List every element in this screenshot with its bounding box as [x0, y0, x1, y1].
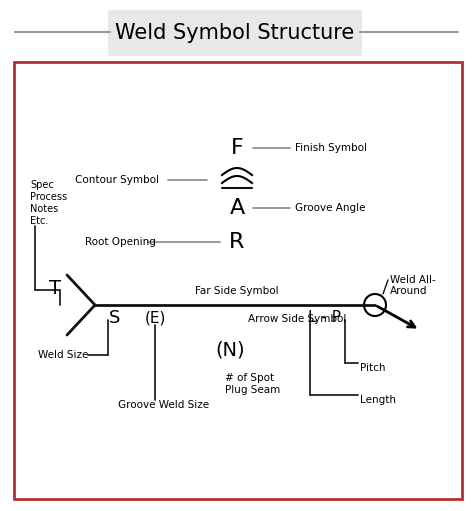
Text: (N): (N) — [215, 340, 245, 360]
Text: # of Spot: # of Spot — [225, 373, 274, 383]
Text: A: A — [229, 198, 245, 218]
Text: (E): (E) — [144, 311, 166, 326]
Text: Etc.: Etc. — [30, 216, 48, 226]
Text: Notes: Notes — [30, 204, 58, 214]
Text: Groove Weld Size: Groove Weld Size — [118, 400, 209, 410]
Text: Groove Angle: Groove Angle — [295, 203, 365, 213]
Text: Plug Seam: Plug Seam — [225, 385, 280, 395]
FancyBboxPatch shape — [108, 10, 362, 56]
Text: Process: Process — [30, 192, 67, 202]
Text: R: R — [229, 232, 245, 252]
Text: Weld All-: Weld All- — [390, 275, 436, 285]
Text: F: F — [231, 138, 243, 158]
Text: Weld Symbol Structure: Weld Symbol Structure — [115, 23, 355, 43]
Text: T: T — [49, 278, 61, 297]
Text: L - P: L - P — [309, 311, 341, 326]
Text: Pitch: Pitch — [360, 363, 385, 373]
Text: Contour Symbol: Contour Symbol — [75, 175, 159, 185]
Text: Length: Length — [360, 395, 396, 405]
Text: S: S — [109, 309, 121, 327]
Text: Finish Symbol: Finish Symbol — [295, 143, 367, 153]
Text: Weld Size: Weld Size — [38, 350, 88, 360]
Text: Spec: Spec — [30, 180, 54, 190]
Text: Root Opening: Root Opening — [85, 237, 156, 247]
Text: Around: Around — [390, 286, 428, 296]
Bar — [14, 62, 462, 499]
Text: Arrow Side Symbol: Arrow Side Symbol — [248, 314, 346, 324]
Text: Far Side Symbol: Far Side Symbol — [195, 286, 279, 296]
